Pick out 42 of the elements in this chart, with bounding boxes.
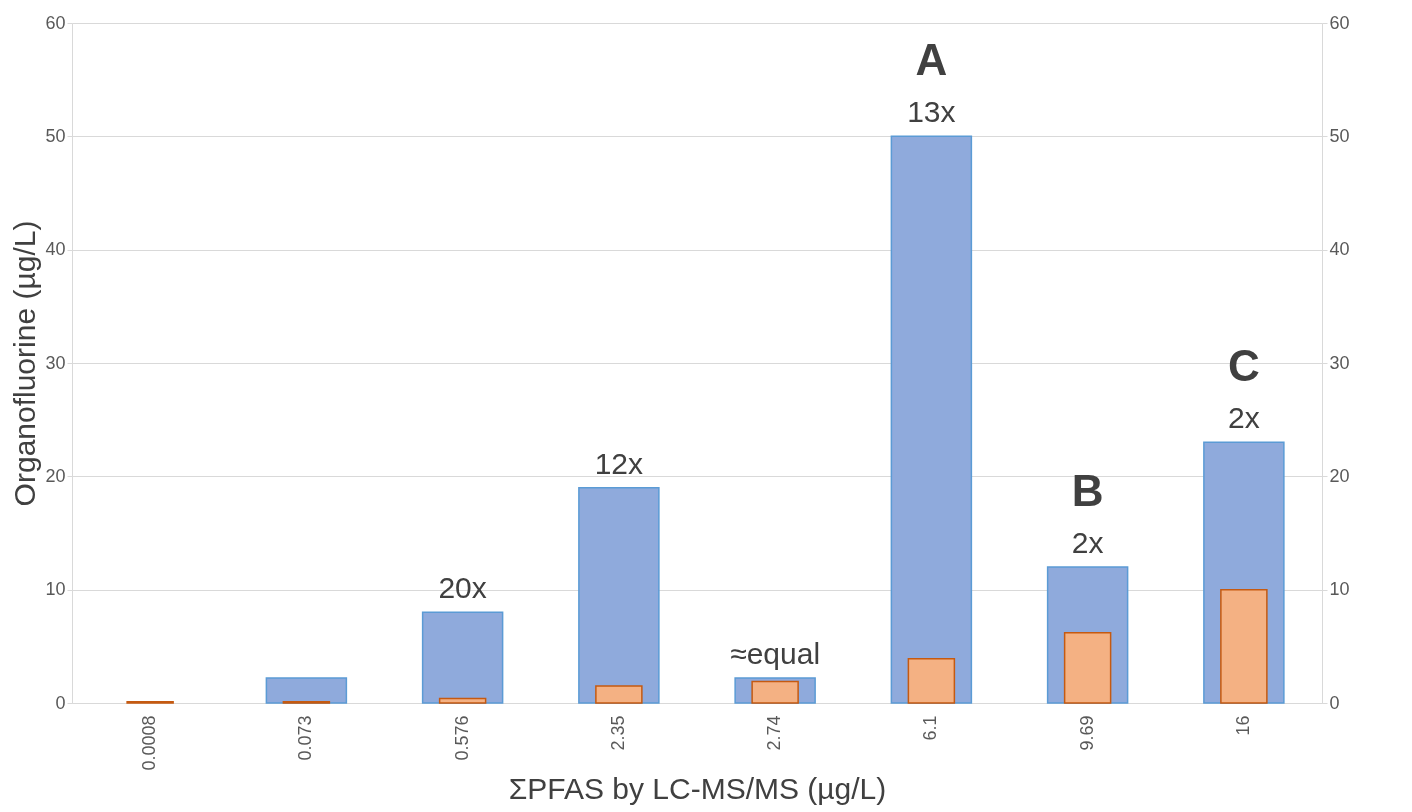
x-tick-label: 0.073 (295, 715, 316, 761)
annotation: 12x (594, 446, 644, 480)
x-axis-title: ΣPFAS by LC-MS/MS (µg/L) (508, 771, 887, 805)
y2-tick-label: 60 (1329, 12, 1350, 33)
bar (595, 685, 643, 704)
y-tick-label: 0 (55, 692, 66, 713)
y-tick-label: 20 (45, 465, 66, 486)
y-axis-title: Organofluorine (µg/L) (8, 220, 42, 507)
annotation: B (1071, 466, 1104, 515)
y-tick-label: 60 (45, 12, 66, 33)
bar (907, 658, 956, 704)
x-tick-label: 0.576 (451, 715, 472, 761)
x-tick-label: 2.35 (607, 715, 628, 751)
annotation: C (1227, 341, 1260, 391)
annotation: ≈equal (730, 637, 821, 671)
x-tick-label: 0.0008 (139, 715, 160, 771)
bar (1063, 631, 1112, 704)
y2-tick-label: 30 (1329, 352, 1350, 373)
y-tick-label: 30 (45, 352, 66, 373)
bar (421, 611, 504, 704)
y-tick-label: 10 (45, 579, 66, 600)
y-tick-label: 40 (45, 239, 66, 260)
bar (438, 697, 487, 704)
bar (578, 486, 660, 704)
x-tick-label: 16 (1232, 715, 1253, 736)
y2-tick-label: 20 (1329, 465, 1350, 486)
bar (890, 135, 973, 704)
bar (265, 677, 348, 704)
annotation: 13x (907, 95, 956, 129)
y2-tick-label: 10 (1329, 579, 1350, 600)
annotation: 20x (438, 571, 487, 605)
x-tick-label: 9.69 (1076, 715, 1097, 751)
annotation: 2x (1228, 401, 1260, 435)
annotation: A (915, 35, 948, 85)
bar (1220, 588, 1268, 704)
y-tick-label: 50 (45, 125, 66, 146)
y2-tick-label: 40 (1329, 239, 1350, 260)
annotation: 2x (1071, 526, 1104, 559)
y2-tick-label: 50 (1329, 125, 1350, 146)
x-tick-label: 6.1 (920, 715, 941, 741)
x-tick-label: 2.74 (764, 715, 785, 751)
y2-tick-label: 0 (1329, 692, 1340, 713)
